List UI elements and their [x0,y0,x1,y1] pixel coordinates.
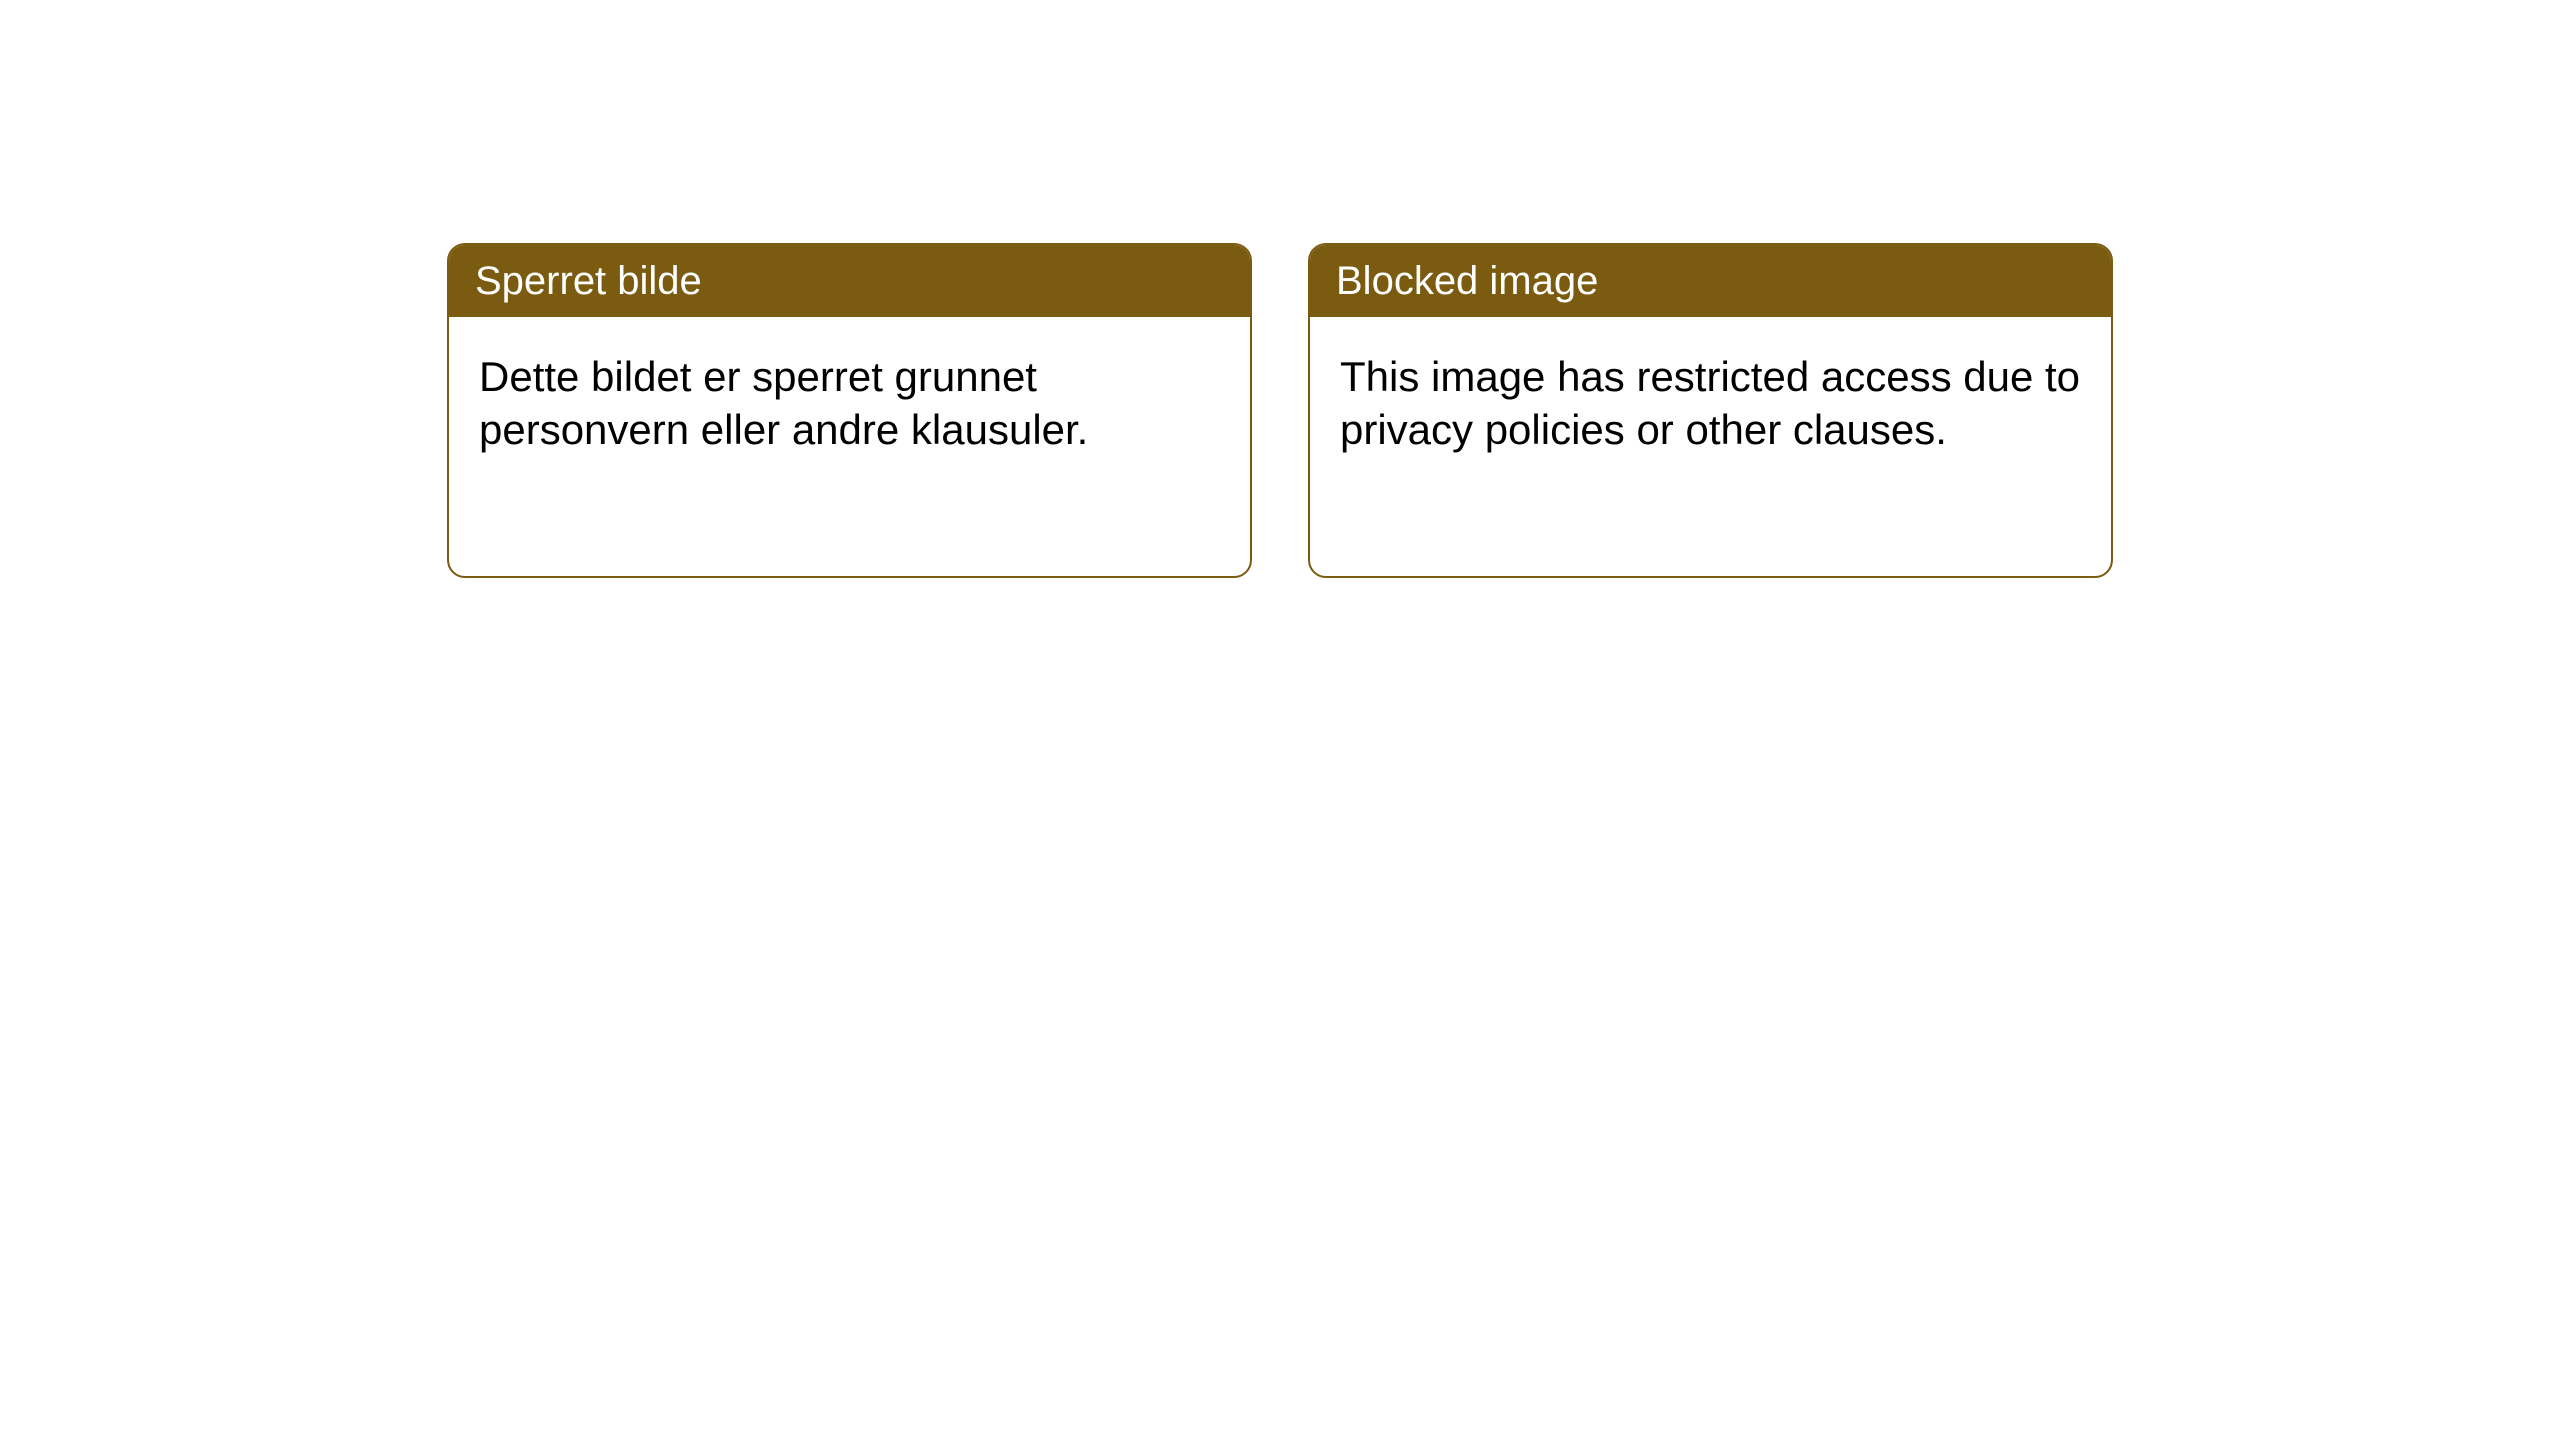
notice-container: Sperret bilde Dette bildet er sperret gr… [447,243,2113,578]
notice-body: This image has restricted access due to … [1310,317,2111,490]
notice-body: Dette bildet er sperret grunnet personve… [449,317,1250,490]
notice-header: Sperret bilde [449,245,1250,317]
notice-card-english: Blocked image This image has restricted … [1308,243,2113,578]
notice-card-norwegian: Sperret bilde Dette bildet er sperret gr… [447,243,1252,578]
notice-header: Blocked image [1310,245,2111,317]
